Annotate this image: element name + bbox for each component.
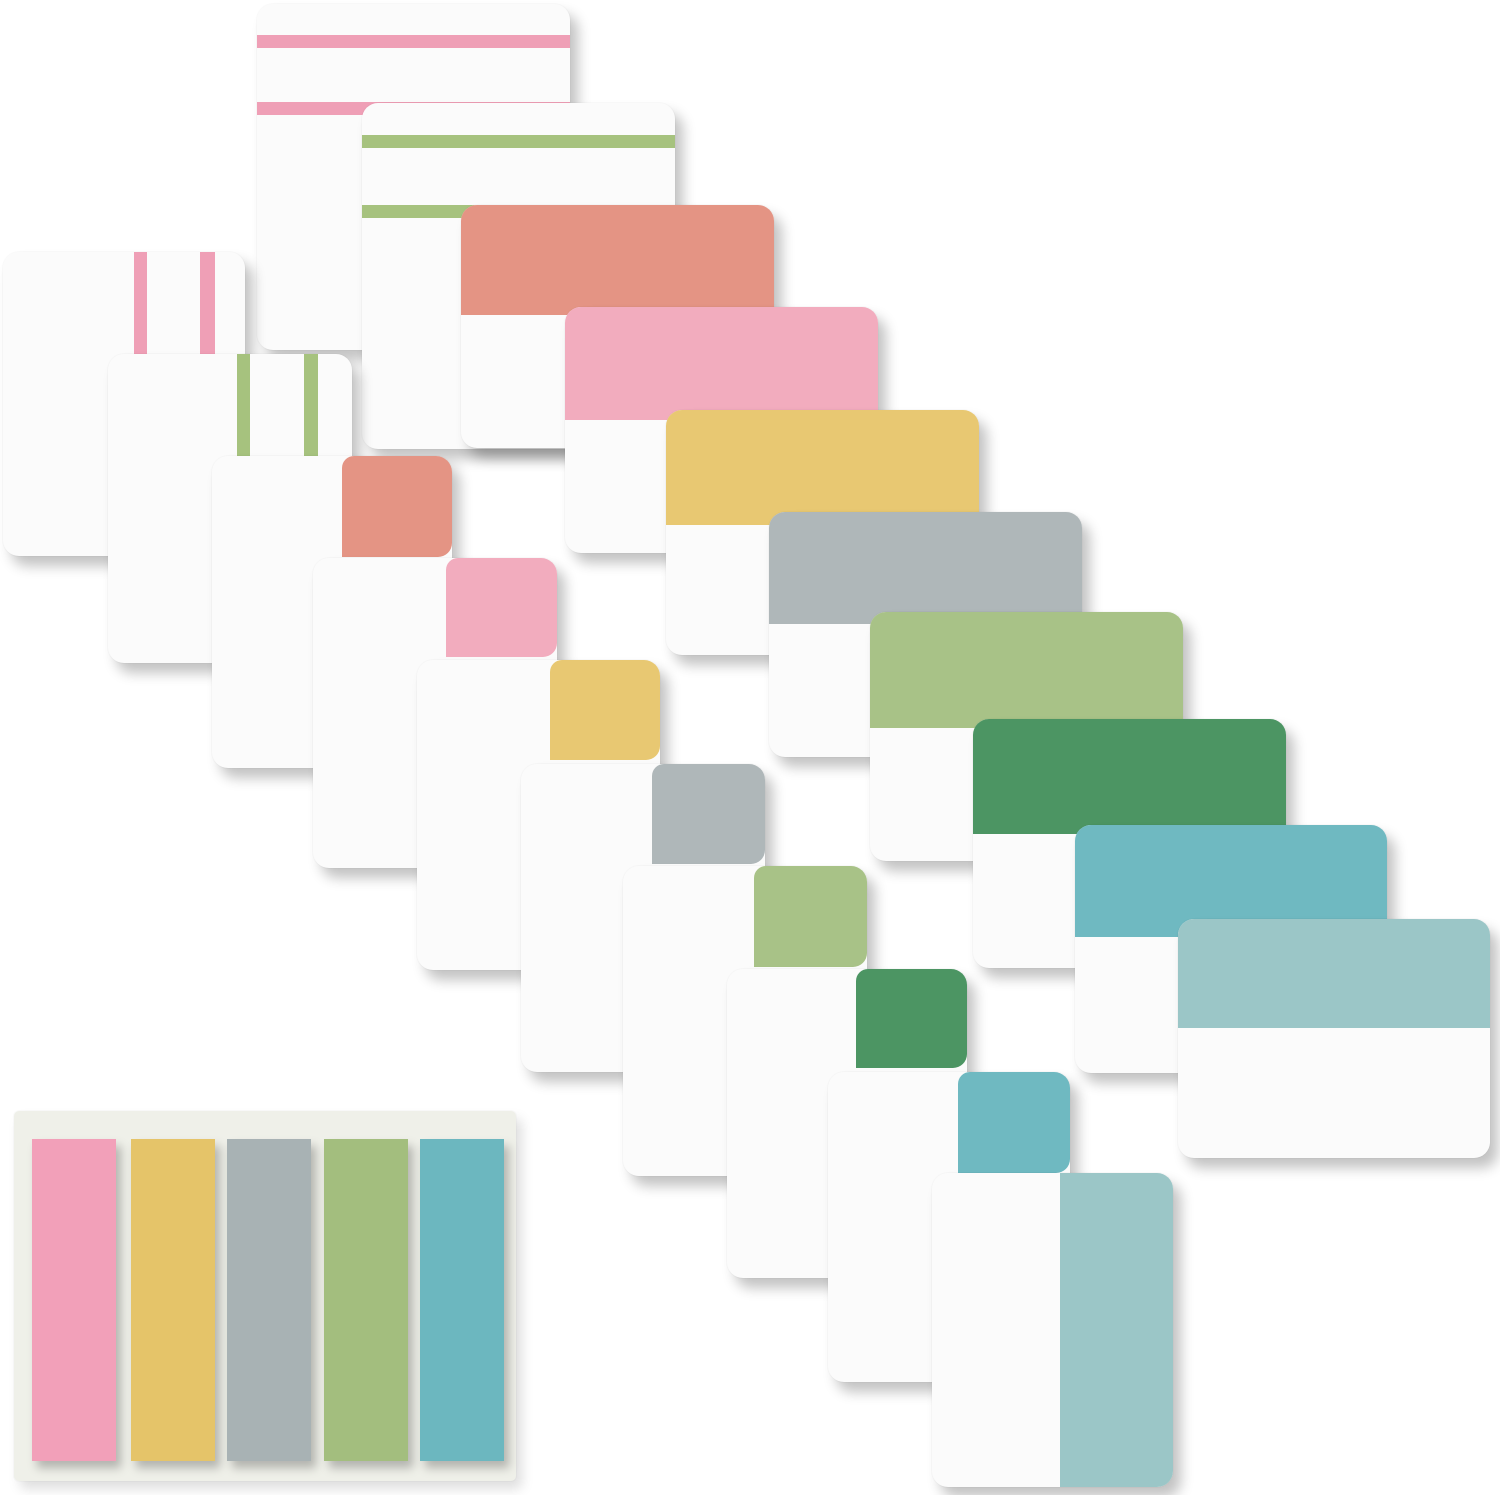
note-card-salmon-tab-tab xyxy=(342,456,452,557)
note-card-light-teal-sidebar xyxy=(932,1173,1173,1487)
tab-card-teal-colored-top xyxy=(1075,825,1387,937)
note-card-pink-stripe-tabs-stripe-2 xyxy=(200,252,215,355)
note-card-green-tab-tab xyxy=(754,866,867,967)
flag-gray xyxy=(227,1139,311,1461)
note-card-green-stripe-tabs-stripe-2 xyxy=(304,354,318,456)
flag-yellow xyxy=(131,1139,215,1461)
tab-card-light-teal-colored-top xyxy=(1178,919,1490,1028)
note-card-pink-stripe-tabs-stripe-1 xyxy=(134,252,147,355)
note-card-yellow-tab-tab xyxy=(550,660,660,760)
tab-card-light-teal xyxy=(1178,919,1490,1158)
tab-card-gray-colored-top xyxy=(769,512,1082,624)
flag-teal xyxy=(420,1139,504,1461)
tab-card-yellow-colored-top xyxy=(666,410,979,525)
flag-pink xyxy=(32,1139,116,1461)
tab-card-salmon-colored-top xyxy=(461,205,774,315)
tab-card-dark-green-colored-top xyxy=(973,719,1286,834)
index-card-pink-stripes-stripe-1 xyxy=(257,35,570,48)
note-card-pink-tab-tab xyxy=(446,558,557,657)
index-card-green-stripes-stripe-1 xyxy=(362,135,675,148)
note-card-dark-green-tab-tab xyxy=(856,969,967,1068)
note-card-teal-tab-tab xyxy=(958,1072,1070,1173)
flag-pack xyxy=(14,1111,516,1481)
note-card-green-stripe-tabs-stripe-1 xyxy=(237,354,250,456)
tab-card-pink-colored-top xyxy=(565,307,878,420)
tab-card-green-colored-top xyxy=(870,612,1183,728)
note-card-gray-tab-tab xyxy=(652,764,765,864)
flag-green xyxy=(324,1139,408,1461)
note-card-light-teal-sidebar-bar xyxy=(1060,1173,1173,1487)
